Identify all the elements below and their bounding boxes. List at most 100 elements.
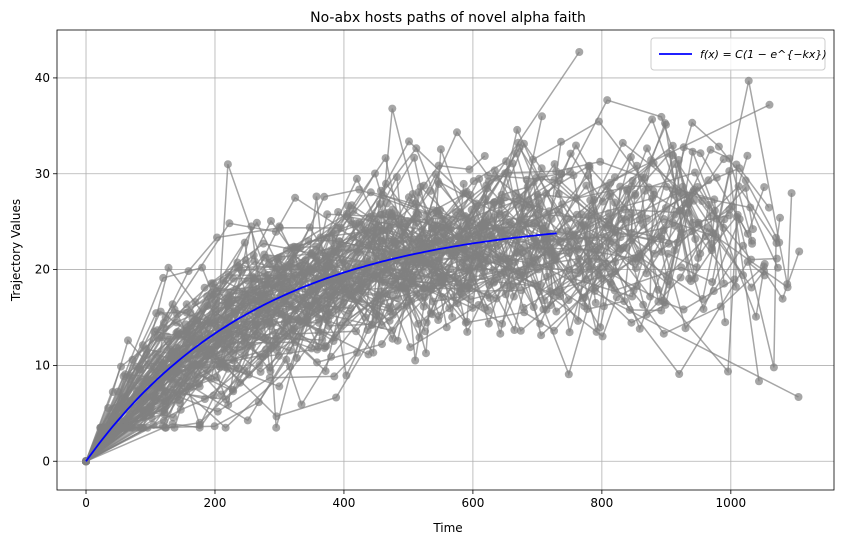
plot-frame: [56, 29, 835, 491]
trajectory-point: [161, 423, 170, 432]
trajectory-point: [546, 234, 555, 243]
trajectory-point: [191, 337, 200, 346]
trajectory-point: [577, 221, 586, 230]
y-axis-label: Trajectory Values: [9, 199, 23, 302]
trajectory-point: [482, 181, 491, 190]
x-axis-label: Time: [432, 521, 462, 535]
trajectory-point: [524, 249, 532, 258]
trajectory-point: [223, 160, 232, 169]
trajectory-point: [260, 269, 269, 278]
trajectory-point: [389, 310, 397, 319]
trajectory-point: [383, 269, 392, 278]
trajectory-point: [434, 316, 443, 324]
trajectory-point: [164, 263, 173, 272]
trajectory-point: [576, 266, 585, 274]
trajectory-point: [694, 218, 703, 227]
trajectory-point: [743, 229, 752, 238]
trajectory-point: [585, 161, 594, 170]
trajectory-point: [628, 292, 637, 301]
trajectory-point: [598, 332, 607, 341]
trajectory-point: [529, 155, 537, 164]
trajectory-point: [538, 112, 546, 121]
trajectory-point: [381, 154, 390, 163]
trajectory-point: [498, 319, 507, 328]
trajectory-point: [434, 161, 443, 170]
trajectory-point: [480, 152, 489, 160]
trajectory-point: [332, 393, 341, 402]
trajectory-line: [85, 217, 631, 462]
trajectory-point: [724, 367, 732, 376]
trajectory-point: [452, 214, 461, 223]
trajectory-point: [529, 242, 538, 251]
x-tick-label: 200: [204, 496, 227, 510]
trajectory-point: [764, 203, 773, 212]
trajectory-point: [691, 168, 699, 177]
trajectory-point: [599, 302, 608, 311]
trajectory-point: [410, 256, 419, 265]
trajectory-point: [431, 278, 440, 287]
trajectory-point: [411, 199, 420, 208]
trajectory-point: [640, 173, 649, 182]
trajectory-point: [372, 217, 381, 226]
trajectory-point: [377, 236, 386, 245]
trajectory-point: [377, 297, 386, 306]
trajectory-point: [344, 309, 353, 318]
trajectory-point: [463, 327, 472, 336]
trajectory-point: [626, 153, 635, 161]
trajectory-point: [159, 416, 168, 425]
trajectory-point: [743, 257, 752, 266]
trajectory-line: [85, 260, 416, 462]
trajectory-point: [149, 420, 158, 429]
trajectory-point: [469, 177, 478, 186]
trajectory-point: [295, 332, 304, 341]
y-tick-label: 30: [35, 167, 50, 181]
trajectory-point: [569, 274, 578, 283]
trajectory-point: [459, 179, 468, 188]
trajectory-point: [665, 280, 674, 289]
trajectory-point: [543, 251, 552, 259]
trajectory-point: [362, 279, 371, 288]
trajectory-point: [714, 142, 723, 151]
trajectory-point: [426, 186, 435, 195]
trajectory-point: [490, 166, 499, 175]
trajectory-point: [477, 232, 485, 240]
trajectory-point: [272, 423, 281, 432]
x-tick-label: 600: [461, 496, 484, 510]
trajectory-point: [170, 423, 179, 432]
x-tick-label: 1000: [716, 496, 747, 510]
trajectory-point: [255, 360, 264, 369]
trajectory-point: [207, 289, 216, 297]
x-tick-label: 800: [590, 496, 613, 510]
trajectory-point: [291, 193, 300, 202]
trajectory-point: [385, 224, 394, 233]
trajectory-point: [706, 145, 715, 154]
trajectory-point: [676, 188, 685, 197]
trajectory-point: [747, 283, 756, 292]
x-tick-label: 0: [82, 496, 90, 510]
trajectory-point: [491, 173, 500, 182]
trajectory-point: [420, 181, 428, 190]
trajectory-point: [411, 356, 420, 365]
trajectory-line: [85, 159, 652, 462]
trajectory-point: [480, 219, 489, 228]
trajectory-point: [284, 294, 293, 303]
trajectory-point: [743, 151, 752, 160]
trajectory-point: [744, 76, 753, 85]
trajectory-point: [725, 211, 734, 220]
trajectory-point: [312, 242, 321, 251]
trajectory-point: [381, 209, 390, 218]
trajectory-point: [267, 217, 275, 225]
trajectory-point: [760, 183, 769, 192]
trajectory-point: [173, 327, 182, 336]
trajectory-point: [142, 350, 151, 359]
x-ticks: 0 200 400 600 800 1000: [82, 490, 746, 510]
chart-title: No-abx hosts paths of novel alpha faith: [310, 10, 586, 26]
trajectory-point: [312, 192, 321, 201]
trajectory-point: [278, 285, 287, 293]
trajectory-point: [329, 337, 338, 345]
trajectory-point: [610, 238, 619, 247]
trajectory-point: [237, 266, 246, 275]
trajectory-point: [625, 213, 634, 222]
trajectory-point: [575, 48, 584, 56]
trajectory-point: [169, 413, 178, 422]
